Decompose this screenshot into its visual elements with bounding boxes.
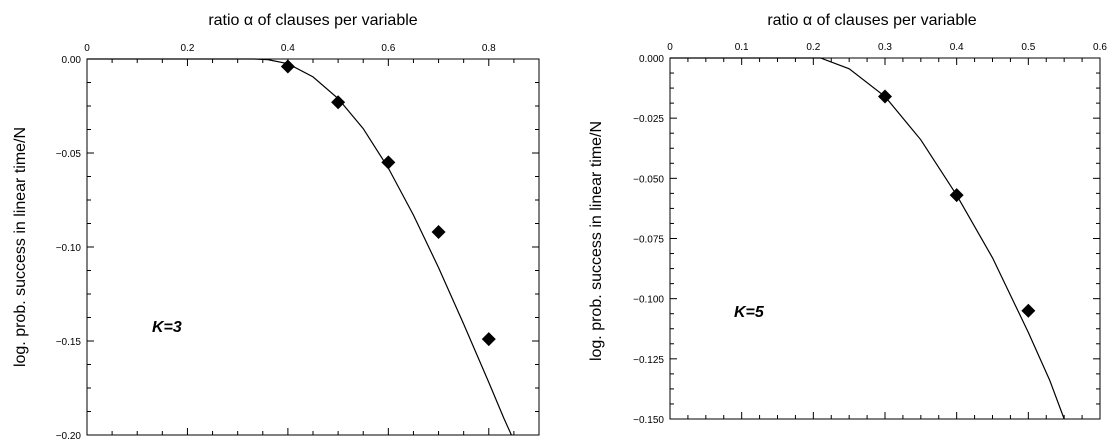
chart-panel-k3-plot-frame (86, 58, 540, 436)
chart-panel-k3-label: K=3 (152, 319, 182, 336)
chart-panel-k5-y-tick-label: −0.050 (633, 174, 664, 185)
chart-panel-k3-x-tick-label: 0 (84, 43, 90, 54)
chart-panel-k5-y-axis-title: log. prob. success in linear time/N (588, 121, 605, 361)
chart-panel-k5-theory-curve (670, 57, 1065, 420)
chart-panel-k5-y-tick-label: −0.075 (633, 235, 664, 246)
chart-panel-k5-data-point (949, 188, 964, 203)
chart-panel-k3-x-tick-label: 0.6 (381, 43, 395, 54)
chart-panel-k3-data-point (481, 332, 496, 347)
chart-panel-k5-y-tick-label: −0.100 (633, 295, 664, 306)
chart-panel-k3-x-axis-title: ratio α of clauses per variable (208, 12, 417, 29)
chart-panel-k3-y-axis-title: log. prob. success in linear time/N (12, 127, 29, 367)
chart-panel-k3-data-point (431, 224, 446, 239)
chart-panel-k3-data-point (381, 155, 396, 170)
chart-panel-k5-x-axis-title: ratio α of clauses per variable (767, 12, 976, 29)
chart-panel-k5-plot-frame (669, 57, 1101, 420)
chart-panel-k5-x-tick-label: 0 (667, 42, 673, 53)
chart-panel-k5-x-tick-label: 0.1 (735, 42, 749, 53)
chart-panel-k5-label: K=5 (734, 304, 765, 321)
chart-panel-k3-y-tick-label: −0.15 (56, 337, 82, 348)
chart-panel-k3-data-point (280, 59, 295, 74)
chart-panel-k5-x-tick-label: 0.2 (806, 42, 820, 53)
chart-panel-k5-x-tick-label: 0.4 (950, 42, 964, 53)
chart-panel-k5-y-tick-label: −0.025 (633, 114, 664, 125)
chart-panel-k5-data-point (878, 89, 892, 104)
chart-panel-k5-data-point (1021, 303, 1036, 318)
chart-panel-k5-y-tick-label: 0.000 (639, 54, 664, 65)
chart-panel-k5-x-tick-label: 0.6 (1093, 42, 1107, 53)
chart-panel-k3-x-tick-label: 0.4 (281, 43, 295, 54)
chart-panel-k5-y-tick-label: −0.150 (633, 415, 664, 426)
chart-panel-k3-theory-curve (87, 58, 512, 436)
chart-panel-k3-x-tick-label: 0.2 (180, 43, 194, 54)
chart-panel-k3-y-tick-label: −0.05 (56, 149, 82, 160)
chart-panel-k5-x-tick-label: 0.5 (1021, 42, 1035, 53)
chart-panel-k3: ratio α of clauses per variable log. pro… (12, 12, 540, 441)
chart-panel-k3-y-tick-label: −0.10 (56, 243, 82, 254)
chart-panel-k3-x-tick-label: 0.8 (482, 43, 496, 54)
chart-panel-k3-data-point (331, 95, 346, 110)
chart-panel-k5: ratio α of clauses per variable log. pro… (588, 12, 1107, 426)
chart-panel-k3-y-tick-label: 0.00 (62, 55, 82, 66)
chart-panel-k5-x-tick-label: 0.3 (878, 42, 892, 53)
chart-panel-k3-y-tick-label: −0.20 (56, 431, 82, 441)
chart-panel-k5-y-tick-label: −0.125 (633, 355, 664, 366)
